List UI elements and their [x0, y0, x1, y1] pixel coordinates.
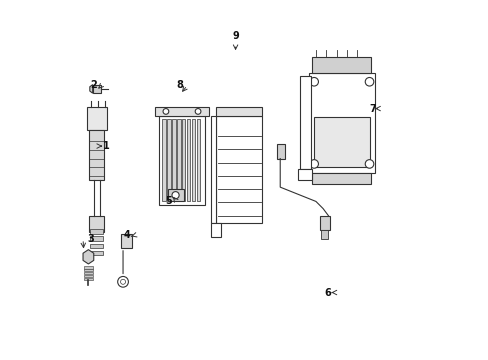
Bar	[87, 107, 107, 130]
Circle shape	[121, 279, 125, 284]
Circle shape	[118, 276, 128, 287]
Bar	[159, 116, 205, 205]
Bar	[167, 119, 170, 202]
Text: 9: 9	[232, 31, 239, 41]
Bar	[121, 234, 132, 248]
Bar	[210, 116, 216, 223]
Polygon shape	[90, 85, 93, 93]
Bar	[83, 275, 93, 277]
Bar	[83, 278, 93, 280]
Bar	[319, 216, 329, 230]
Circle shape	[172, 192, 179, 199]
Text: 4: 4	[123, 230, 130, 240]
Bar	[191, 119, 195, 202]
Circle shape	[195, 109, 201, 114]
Bar	[313, 117, 369, 167]
Bar	[299, 76, 310, 169]
Circle shape	[365, 77, 373, 86]
Bar	[83, 272, 93, 274]
Bar	[93, 85, 101, 93]
Bar	[298, 169, 312, 180]
Bar	[308, 73, 374, 173]
Polygon shape	[83, 249, 94, 264]
Bar	[90, 244, 103, 248]
Bar	[155, 107, 208, 116]
Bar	[196, 119, 200, 202]
Bar	[89, 130, 104, 180]
Bar	[89, 216, 104, 232]
Text: 6: 6	[324, 288, 330, 297]
Bar	[321, 230, 328, 239]
Circle shape	[309, 159, 318, 168]
Bar	[216, 107, 262, 116]
Text: 5: 5	[165, 197, 172, 206]
Circle shape	[163, 109, 168, 114]
Bar	[312, 57, 370, 73]
Bar	[312, 173, 370, 184]
Bar	[90, 237, 103, 241]
Text: 7: 7	[368, 104, 375, 113]
Text: 8: 8	[176, 80, 183, 90]
Bar	[83, 266, 93, 269]
Bar	[210, 223, 221, 237]
Circle shape	[365, 159, 373, 168]
Circle shape	[309, 77, 318, 86]
Bar	[186, 119, 190, 202]
Bar	[90, 251, 103, 255]
Bar	[90, 229, 103, 234]
Bar	[83, 269, 93, 271]
Bar	[162, 119, 165, 202]
Text: 3: 3	[87, 234, 94, 244]
Bar	[172, 119, 175, 202]
Bar	[276, 144, 284, 158]
Bar	[216, 116, 262, 223]
Bar	[167, 189, 183, 202]
Text: 2: 2	[90, 80, 97, 90]
Text: 1: 1	[102, 141, 109, 151]
Bar	[182, 119, 185, 202]
Bar	[177, 119, 180, 202]
